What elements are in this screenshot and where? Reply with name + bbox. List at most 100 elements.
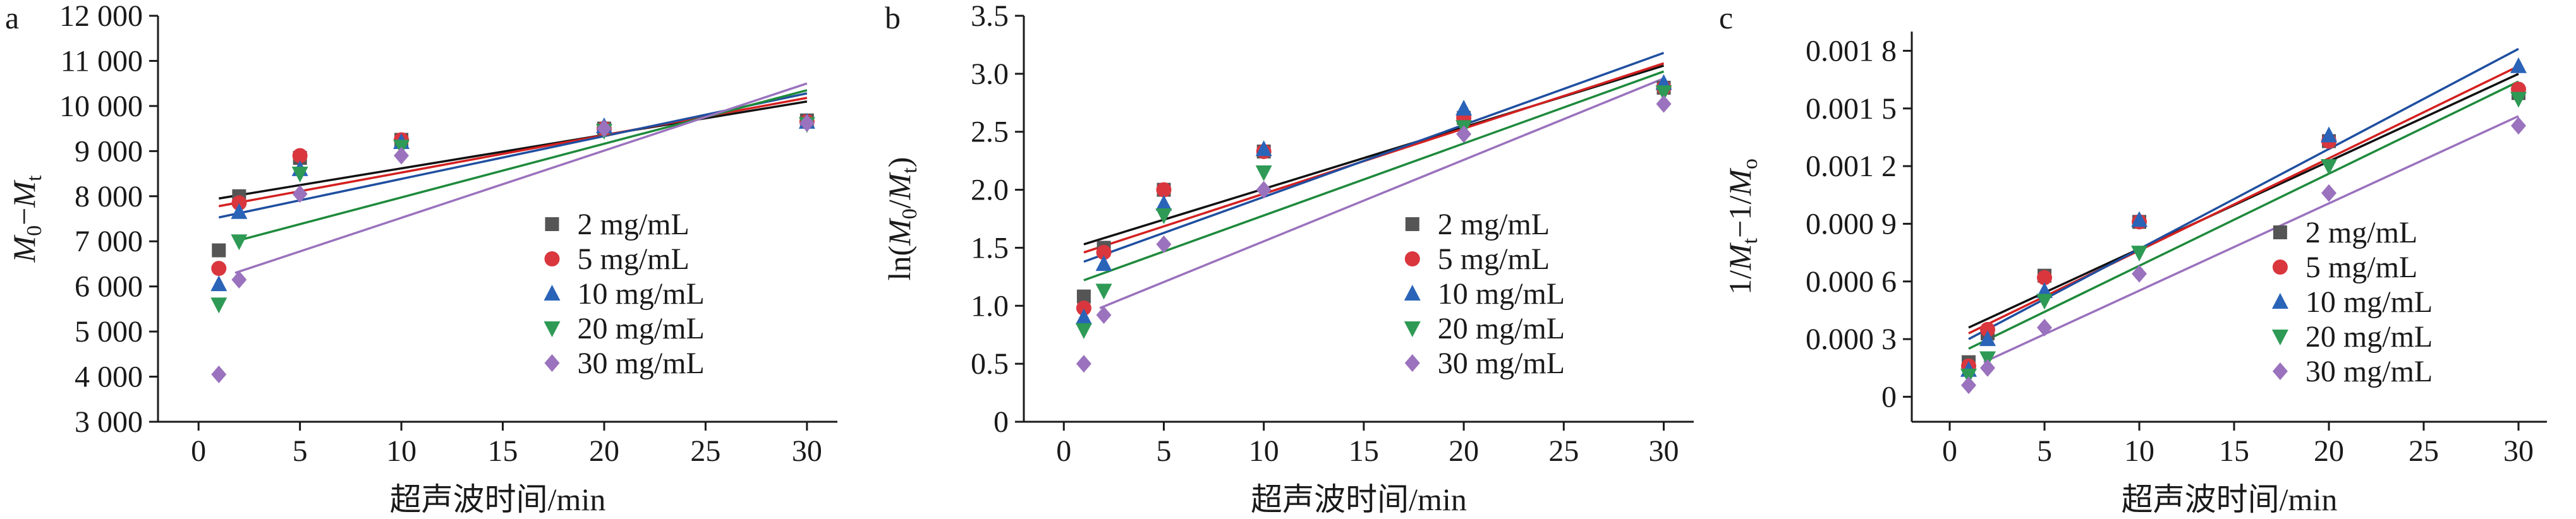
legend-label: 20 mg/mL [2306,320,2433,354]
x-tick-label: 10 [1249,434,1279,468]
legend-marker [2271,330,2288,345]
y-tick-label: 6 000 [75,270,143,304]
legend-marker [1404,251,1420,266]
y-tick-label: 0.000 3 [1806,323,1897,356]
data-point [1155,208,1172,224]
legend-marker [544,354,560,372]
y-tick-label: 4 000 [75,361,143,394]
data-point [1456,125,1472,143]
chart-panel-a: a 0 5 10 15 20 25 30 3 000 4 000 5 000 6 000 7 000 8 … [5,0,837,517]
legend-label: 30 mg/mL [2306,355,2433,388]
legend-marker [2273,225,2287,239]
legend-marker [1404,285,1421,301]
x-axis-title: 超声波时间/min [390,482,606,517]
y-tick-label: 1.0 [971,289,1009,323]
legend-marker [544,285,561,301]
data-point [1255,140,1272,157]
legend-label: 20 mg/mL [578,312,705,345]
legend-label: 2 mg/mL [1438,208,1550,241]
x-tick-label: 0 [1056,434,1071,468]
data-point [1156,235,1172,253]
data-point [1979,330,1996,347]
fit-line-30-mg-mL [1983,115,2519,364]
data-point [292,185,308,203]
y-tick-label: 10 000 [59,90,143,123]
legend-marker [544,321,561,337]
x-tick-label: 30 [792,434,822,468]
data-point [2037,318,2052,337]
fit-line-30-mg-mL [234,82,808,274]
panel-letter: a [5,0,19,35]
legend-marker [545,217,559,231]
fit-line-2-mg-mL [218,100,808,200]
panel-letter: b [885,0,901,35]
x-tick-label: 25 [1548,434,1579,468]
data-point [1980,321,1995,337]
y-axis-title: ln(M0/Mt) [882,157,921,281]
y-tick-label: 0.001 2 [1806,150,1897,183]
legend-label: 30 mg/mL [1438,347,1565,380]
data-point [1980,359,1995,377]
y-tick-label: 2.0 [971,174,1009,207]
x-tick-label: 5 [1156,434,1171,468]
data-point [2511,117,2526,135]
y-tick-label: 7 000 [75,225,143,258]
data-point [2510,57,2527,73]
y-tick-label: 0.001 5 [1806,92,1897,126]
data-point [2132,265,2147,283]
legend-label: 30 mg/mL [578,347,705,380]
data-point [2510,92,2527,108]
data-point [1095,255,1112,271]
x-axis-title: 超声波时间/min [2122,482,2338,517]
legend-label: 20 mg/mL [1438,312,1565,345]
legend-marker [1405,217,1419,231]
data-point [1155,194,1172,211]
legend-label: 10 mg/mL [1438,277,1565,311]
data-point [292,148,308,164]
y-tick-label: 5 000 [75,315,143,349]
x-tick-label: 5 [293,434,308,468]
y-tick-label: 1.5 [971,231,1009,265]
data-point [2321,184,2336,202]
x-tick-label: 10 [2124,434,2154,468]
legend-marker [544,251,560,266]
x-tick-label: 25 [690,434,720,468]
data-point [212,243,226,258]
data-point [2321,126,2337,143]
data-point [2131,246,2148,262]
data-point [394,146,410,165]
y-tick-label: 3.5 [971,0,1009,33]
data-point [231,234,248,251]
legend-marker [2271,293,2288,309]
x-tick-label: 20 [589,434,619,468]
data-point [291,167,308,183]
data-point [231,203,248,219]
legend-label: 5 mg/mL [1438,242,1550,276]
legend-label: 10 mg/mL [2306,285,2433,319]
data-point [2131,211,2148,227]
fit-line-20-mg-mL [1968,80,2519,350]
data-point [2037,270,2052,285]
legend-label: 2 mg/mL [578,208,690,241]
x-tick-label: 20 [1449,434,1479,468]
fit-line-5-mg-mL [1968,65,2519,335]
fit-line-10-mg-mL [1083,52,1665,263]
data-point [231,270,247,289]
x-tick-label: 0 [1942,434,1957,468]
data-point [2321,159,2337,176]
data-point [1076,289,1091,304]
x-tick-label: 30 [2503,434,2534,468]
data-point [1256,181,1272,199]
y-axis-title: 1/Mt−1/Mo [1722,158,1762,295]
x-tick-label: 10 [386,434,416,468]
legend-label: 5 mg/mL [2306,251,2417,284]
data-point [1156,182,1172,198]
legend-marker [2272,362,2288,380]
y-tick-label: 0.001 8 [1806,34,1897,68]
y-tick-label: 11 000 [61,44,143,78]
data-point [1455,99,1473,116]
y-tick-label: 9 000 [75,134,143,168]
x-tick-label: 0 [191,434,206,468]
y-tick-label: 0 [993,405,1009,439]
